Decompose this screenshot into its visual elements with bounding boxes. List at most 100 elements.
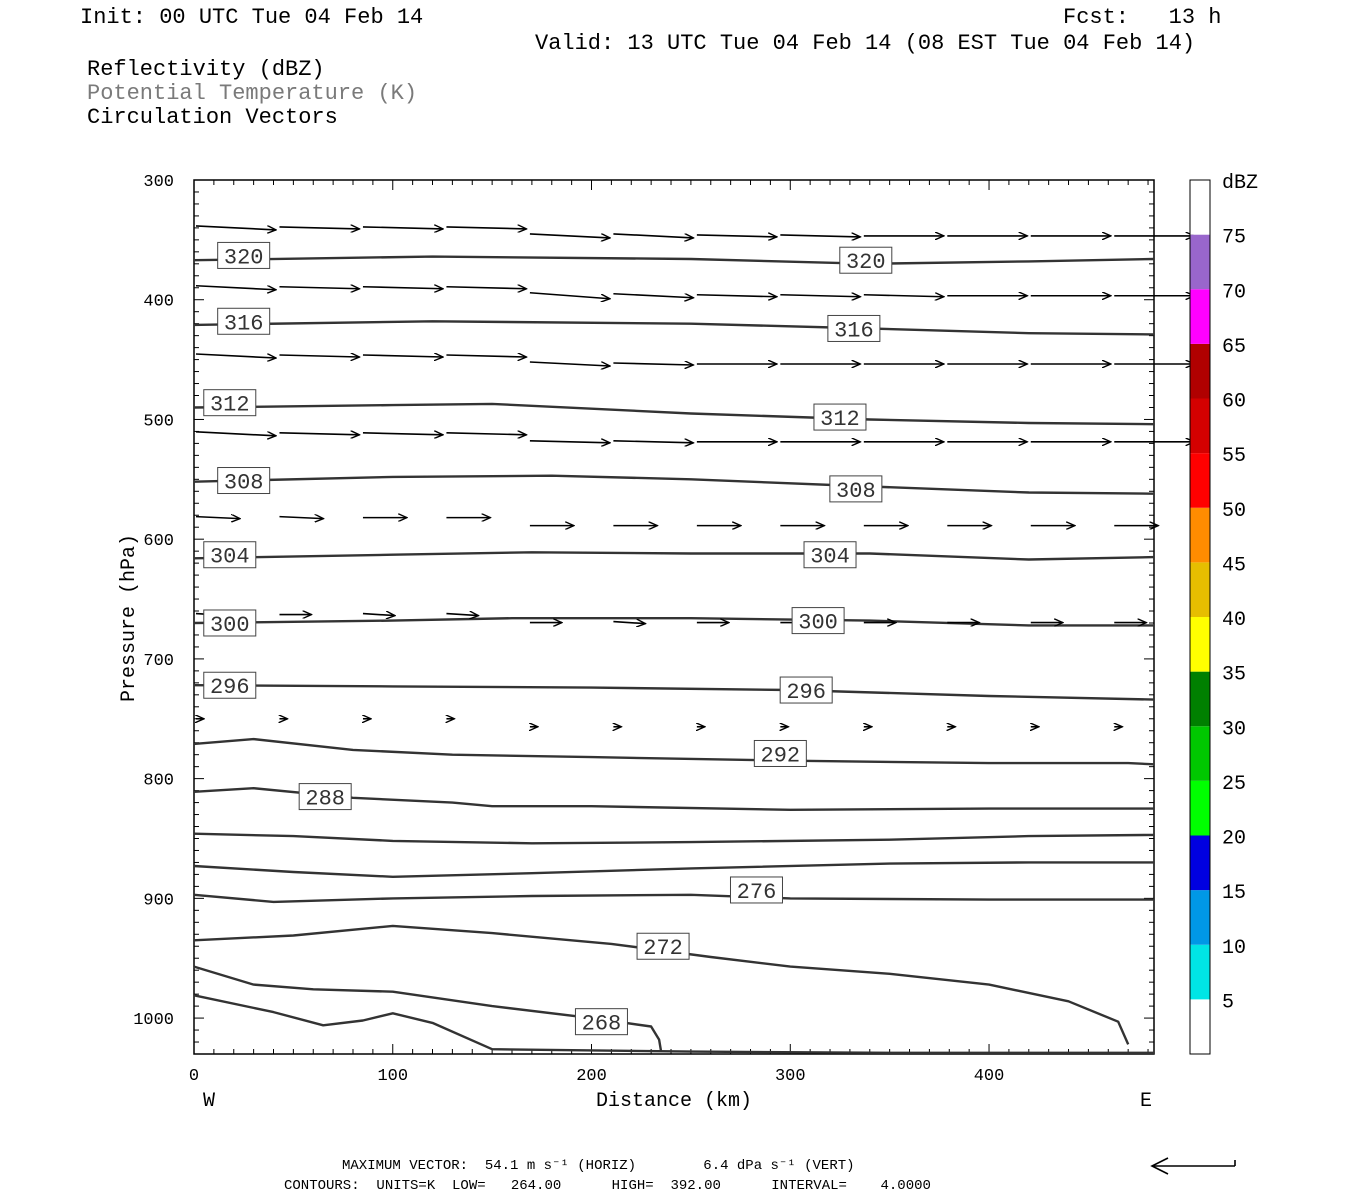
colorbar-swatch <box>1190 835 1210 891</box>
contour-label-box <box>203 541 257 569</box>
wind-vector <box>195 517 240 519</box>
contour-label-box <box>803 541 857 569</box>
colorbar-level-label: 50 <box>1222 500 1246 523</box>
wind-vector <box>279 355 359 357</box>
wind-vector <box>362 355 443 357</box>
theta-contour-316 <box>193 320 1155 336</box>
colorbar-level-label: 25 <box>1222 773 1246 796</box>
contour-label-box <box>791 607 845 635</box>
wind-vector <box>529 361 610 366</box>
contour-label-box <box>203 389 257 417</box>
wind-vector <box>446 227 526 229</box>
y-axis-title: Pressure (hPa) <box>118 534 141 702</box>
colorbar-swatch <box>1190 507 1210 563</box>
wind-vector <box>613 292 693 298</box>
colorbar-swatch <box>1190 562 1210 617</box>
colorbar-level-label: 65 <box>1222 336 1246 359</box>
wind-vector <box>696 295 777 297</box>
legend-circulation-vectors: Circulation Vectors <box>87 105 338 130</box>
y-tick-label: 300 <box>143 173 174 192</box>
x-tick-labels: 0 100 200 300 400 <box>189 1067 1004 1086</box>
east-label: E <box>1140 1090 1152 1113</box>
wind-vector <box>362 287 443 289</box>
wind-vector <box>362 227 443 229</box>
y-tick-label: 900 <box>143 891 174 910</box>
circulation-vectors <box>196 226 1194 727</box>
contour-label-268: 268 <box>582 1012 622 1037</box>
theta-contour-268 <box>193 965 663 1052</box>
wind-vector <box>613 622 645 624</box>
contour-label-box <box>217 467 271 495</box>
theta-contour-288 <box>193 787 1154 811</box>
contour-label-box <box>203 671 257 699</box>
colorbar-swatch <box>1190 289 1210 344</box>
max-vector-note: MAXIMUM VECTOR: 54.1 m s⁻¹ (HORIZ) 6.4 d… <box>342 1158 855 1174</box>
colorbar-title: dBZ <box>1222 172 1258 195</box>
theta-contour-unlabeled <box>193 994 1154 1055</box>
contour-label-box <box>729 876 783 904</box>
wind-vector <box>195 431 276 436</box>
wind-vector <box>446 433 526 435</box>
contour-label-300: 300 <box>798 611 838 636</box>
y-tick-label: 400 <box>143 293 174 312</box>
wind-vector <box>446 355 526 357</box>
wind-vector <box>529 233 610 238</box>
colorbar-swatch <box>1190 726 1210 781</box>
theta-contour-320 <box>193 255 1155 265</box>
colorbar-swatch <box>1190 999 1210 1054</box>
theta-contour-304 <box>193 551 1155 561</box>
contour-label-box <box>217 241 271 269</box>
x-tick-label: 100 <box>377 1067 408 1086</box>
colorbar-level-label: 15 <box>1222 882 1246 905</box>
legend-reflectivity: Reflectivity (dBZ) <box>87 57 325 82</box>
colorbar-level-label: 10 <box>1222 937 1246 960</box>
colorbar-swatch <box>1190 343 1210 399</box>
colorbar-level-label: 45 <box>1222 554 1246 577</box>
theta-contour-312 <box>193 402 1155 426</box>
y-tick-labels: 300 400 500 600 700 800 900 1000 <box>133 173 174 1030</box>
contour-label-292: 292 <box>761 743 801 768</box>
west-label: W <box>203 1090 215 1113</box>
colorbar-level-label: 30 <box>1222 718 1246 741</box>
wind-vector <box>279 227 359 229</box>
wind-vector <box>279 517 323 519</box>
contour-label-320: 320 <box>224 245 264 270</box>
theta-contours <box>193 255 1155 1055</box>
contour-label-box <box>636 932 690 960</box>
forecast-hour-label: Fcst: 13 h <box>1063 5 1222 30</box>
contour-label-box <box>574 1008 628 1036</box>
theta-contour-unlabeled <box>193 861 1154 878</box>
wind-vector <box>279 287 359 289</box>
colorbar-level-label: 40 <box>1222 609 1246 632</box>
wind-vector <box>529 291 610 299</box>
contour-label-box <box>753 739 807 767</box>
contour-label-box <box>813 403 867 431</box>
contour-label-316: 316 <box>834 318 874 343</box>
contour-label-box <box>827 314 881 342</box>
init-time-label: Init: 00 UTC Tue 04 Feb 14 <box>80 5 424 30</box>
contour-label-296: 296 <box>786 680 826 705</box>
x-tick-label: 300 <box>775 1067 806 1086</box>
y-tick-label: 500 <box>143 412 174 431</box>
contour-label-288: 288 <box>305 787 345 812</box>
wind-vector <box>613 363 693 365</box>
y-tick-label: 600 <box>143 532 174 551</box>
theta-contour-308 <box>193 474 1155 495</box>
colorbar-level-label: 35 <box>1222 664 1246 687</box>
y-tick-label: 1000 <box>133 1011 174 1030</box>
reference-vector-arrow <box>1150 1157 1236 1175</box>
x-tick-label: 400 <box>974 1067 1005 1086</box>
valid-time-label: Valid: 13 UTC Tue 04 Feb 14 (08 EST Tue … <box>535 31 1196 56</box>
contour-label-308: 308 <box>224 471 264 496</box>
contour-label-312: 312 <box>210 393 250 418</box>
x-axis-title: Distance (km) <box>596 1090 752 1113</box>
wind-vector <box>362 614 395 616</box>
theta-contour-300 <box>193 617 1154 627</box>
contour-label-308: 308 <box>836 479 876 504</box>
x-tick-label: 200 <box>576 1067 607 1086</box>
colorbar-level-label: 55 <box>1222 445 1246 468</box>
wind-vector <box>195 353 276 358</box>
theta-contour-272 <box>193 924 1130 1045</box>
contour-label-272: 272 <box>643 936 683 961</box>
contour-label-304: 304 <box>210 545 250 570</box>
